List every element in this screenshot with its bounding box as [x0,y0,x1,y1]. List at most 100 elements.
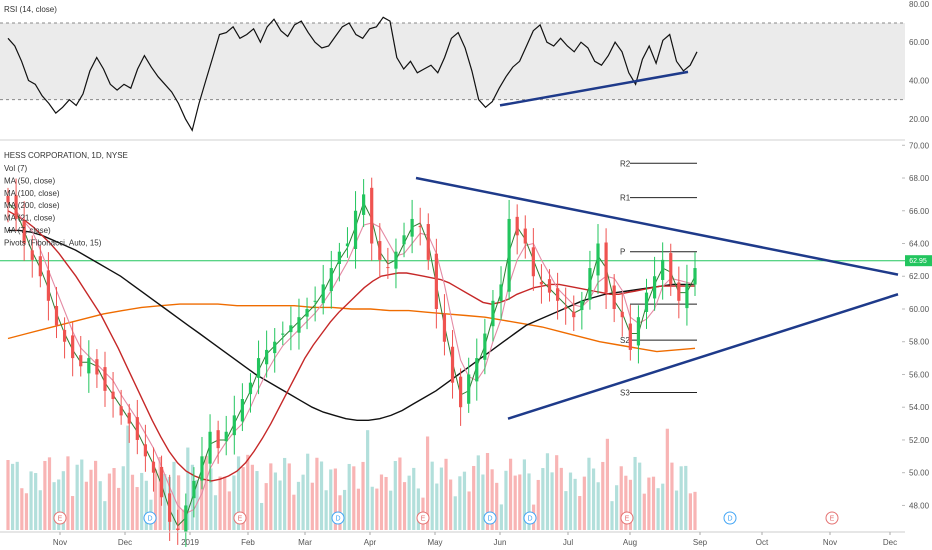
earnings-badge-icon[interactable] [620,511,634,525]
volume-bar [628,479,633,530]
dividend-badge-icon[interactable] [523,511,537,525]
candle-body [232,415,236,436]
ma-50-line [7,210,695,482]
volume-bar [80,459,84,530]
candle-body [30,250,34,260]
candle-body [71,335,75,359]
candle-body [507,218,511,292]
volume-bar [665,428,669,530]
candle-body [572,311,576,318]
triangle-lower-trendline[interactable] [507,293,899,420]
candle-body [289,325,293,333]
rsi-trendline[interactable] [499,70,689,107]
dividend-badge-icon[interactable] [143,511,157,525]
volume-bar [545,453,550,530]
earnings-badge-icon[interactable] [233,511,247,525]
event-badge-label: D [147,516,152,523]
time-axis[interactable]: Nov Dec 2019 Feb Mar Apr May Jun Jul Aug Sep Oct Nov… [0,531,905,547]
volume-bar [591,468,596,530]
candle-body [669,253,673,285]
price-y-tick-label: 70.00 [909,141,930,150]
dividend-badge-icon[interactable] [331,511,345,525]
volume-bar [425,436,430,530]
candle-body [588,268,592,300]
earnings-badge-icon[interactable] [825,511,839,525]
event-badge-label: E [421,516,426,523]
volume-bar [117,487,121,530]
volume-bar [370,486,374,530]
volume-bar [624,475,628,530]
pivot-level-label: S2 [620,336,630,345]
event-badge-label: D [487,516,492,523]
candle-body [596,243,600,276]
volume-bar [412,467,416,530]
time-axis-label: Dec [883,538,897,547]
dividend-badge-icon[interactable] [483,511,497,525]
candle-body [378,241,382,260]
volume-bar [485,452,490,530]
volume-bar [693,491,697,530]
volume-bar [688,493,692,530]
triangle-upper-trendline[interactable] [415,176,899,276]
rsi-y-tick-label: 80.00 [909,0,930,9]
volume-bar [555,455,559,530]
candle-body [418,225,422,228]
price-y-tick-label: 68.00 [909,174,930,183]
volume-bar [15,461,19,530]
volume-bar [467,491,471,530]
rsi-pane[interactable]: 80.00 60.00 40.00 20.00 RSI (14, close) [0,0,930,132]
volume-bar [449,479,453,530]
volume-bar [223,476,227,530]
volume-bar [269,463,273,530]
price-y-tick-label: 58.00 [909,338,930,347]
candle-body [556,288,560,301]
volume-bar [287,463,291,530]
volume-bar [356,488,361,530]
legend-item: MA (100, close) [4,189,60,198]
volume-bar [66,456,70,530]
volume-bar [11,463,15,530]
candle-body [442,313,447,342]
candle-body [345,243,350,247]
candle-body [402,235,406,245]
candle-body [168,493,172,522]
price-pane[interactable]: 70.00 68.00 66.00 64.00 62.00 60.00 58.00 56.00… [0,141,932,547]
dividend-badge-icon[interactable] [723,511,737,525]
volume-bar [61,471,65,530]
volume-bar [393,461,397,530]
earnings-badge-icon[interactable] [53,511,67,525]
earnings-badge-icon[interactable] [416,511,430,525]
last-price-tag: 62.95 [905,255,932,267]
candle-body [636,317,641,346]
candle-body [547,279,552,293]
volume-bar [186,447,190,530]
candle-body [14,195,18,219]
candle-body [313,300,317,302]
volume-bar [582,476,586,530]
candle-body [151,461,156,473]
pivot-level-label: R1 [620,194,631,203]
time-axis-label: Nov [823,538,837,547]
volume-bar [176,475,181,530]
volume-bar [610,501,614,530]
legend-item: MA (200, close) [4,201,60,210]
time-axis-label: Feb [241,538,255,547]
candle-body [531,247,535,277]
price-y-tick-label: 64.00 [909,240,930,249]
candle-body [95,359,99,375]
volume-bar [296,481,301,530]
candle-body [54,305,59,326]
volume-bar [250,464,254,530]
volume-bar [306,453,310,530]
volume-bar [278,480,282,530]
price-y-tick-label: 54.00 [909,403,930,412]
volume-bar [43,460,47,530]
volume-bar [241,467,245,530]
volume-bar [195,479,199,530]
volume-bar [315,457,319,530]
candle-body [46,270,51,301]
volume-bar [522,459,527,530]
candle-body [62,329,67,342]
